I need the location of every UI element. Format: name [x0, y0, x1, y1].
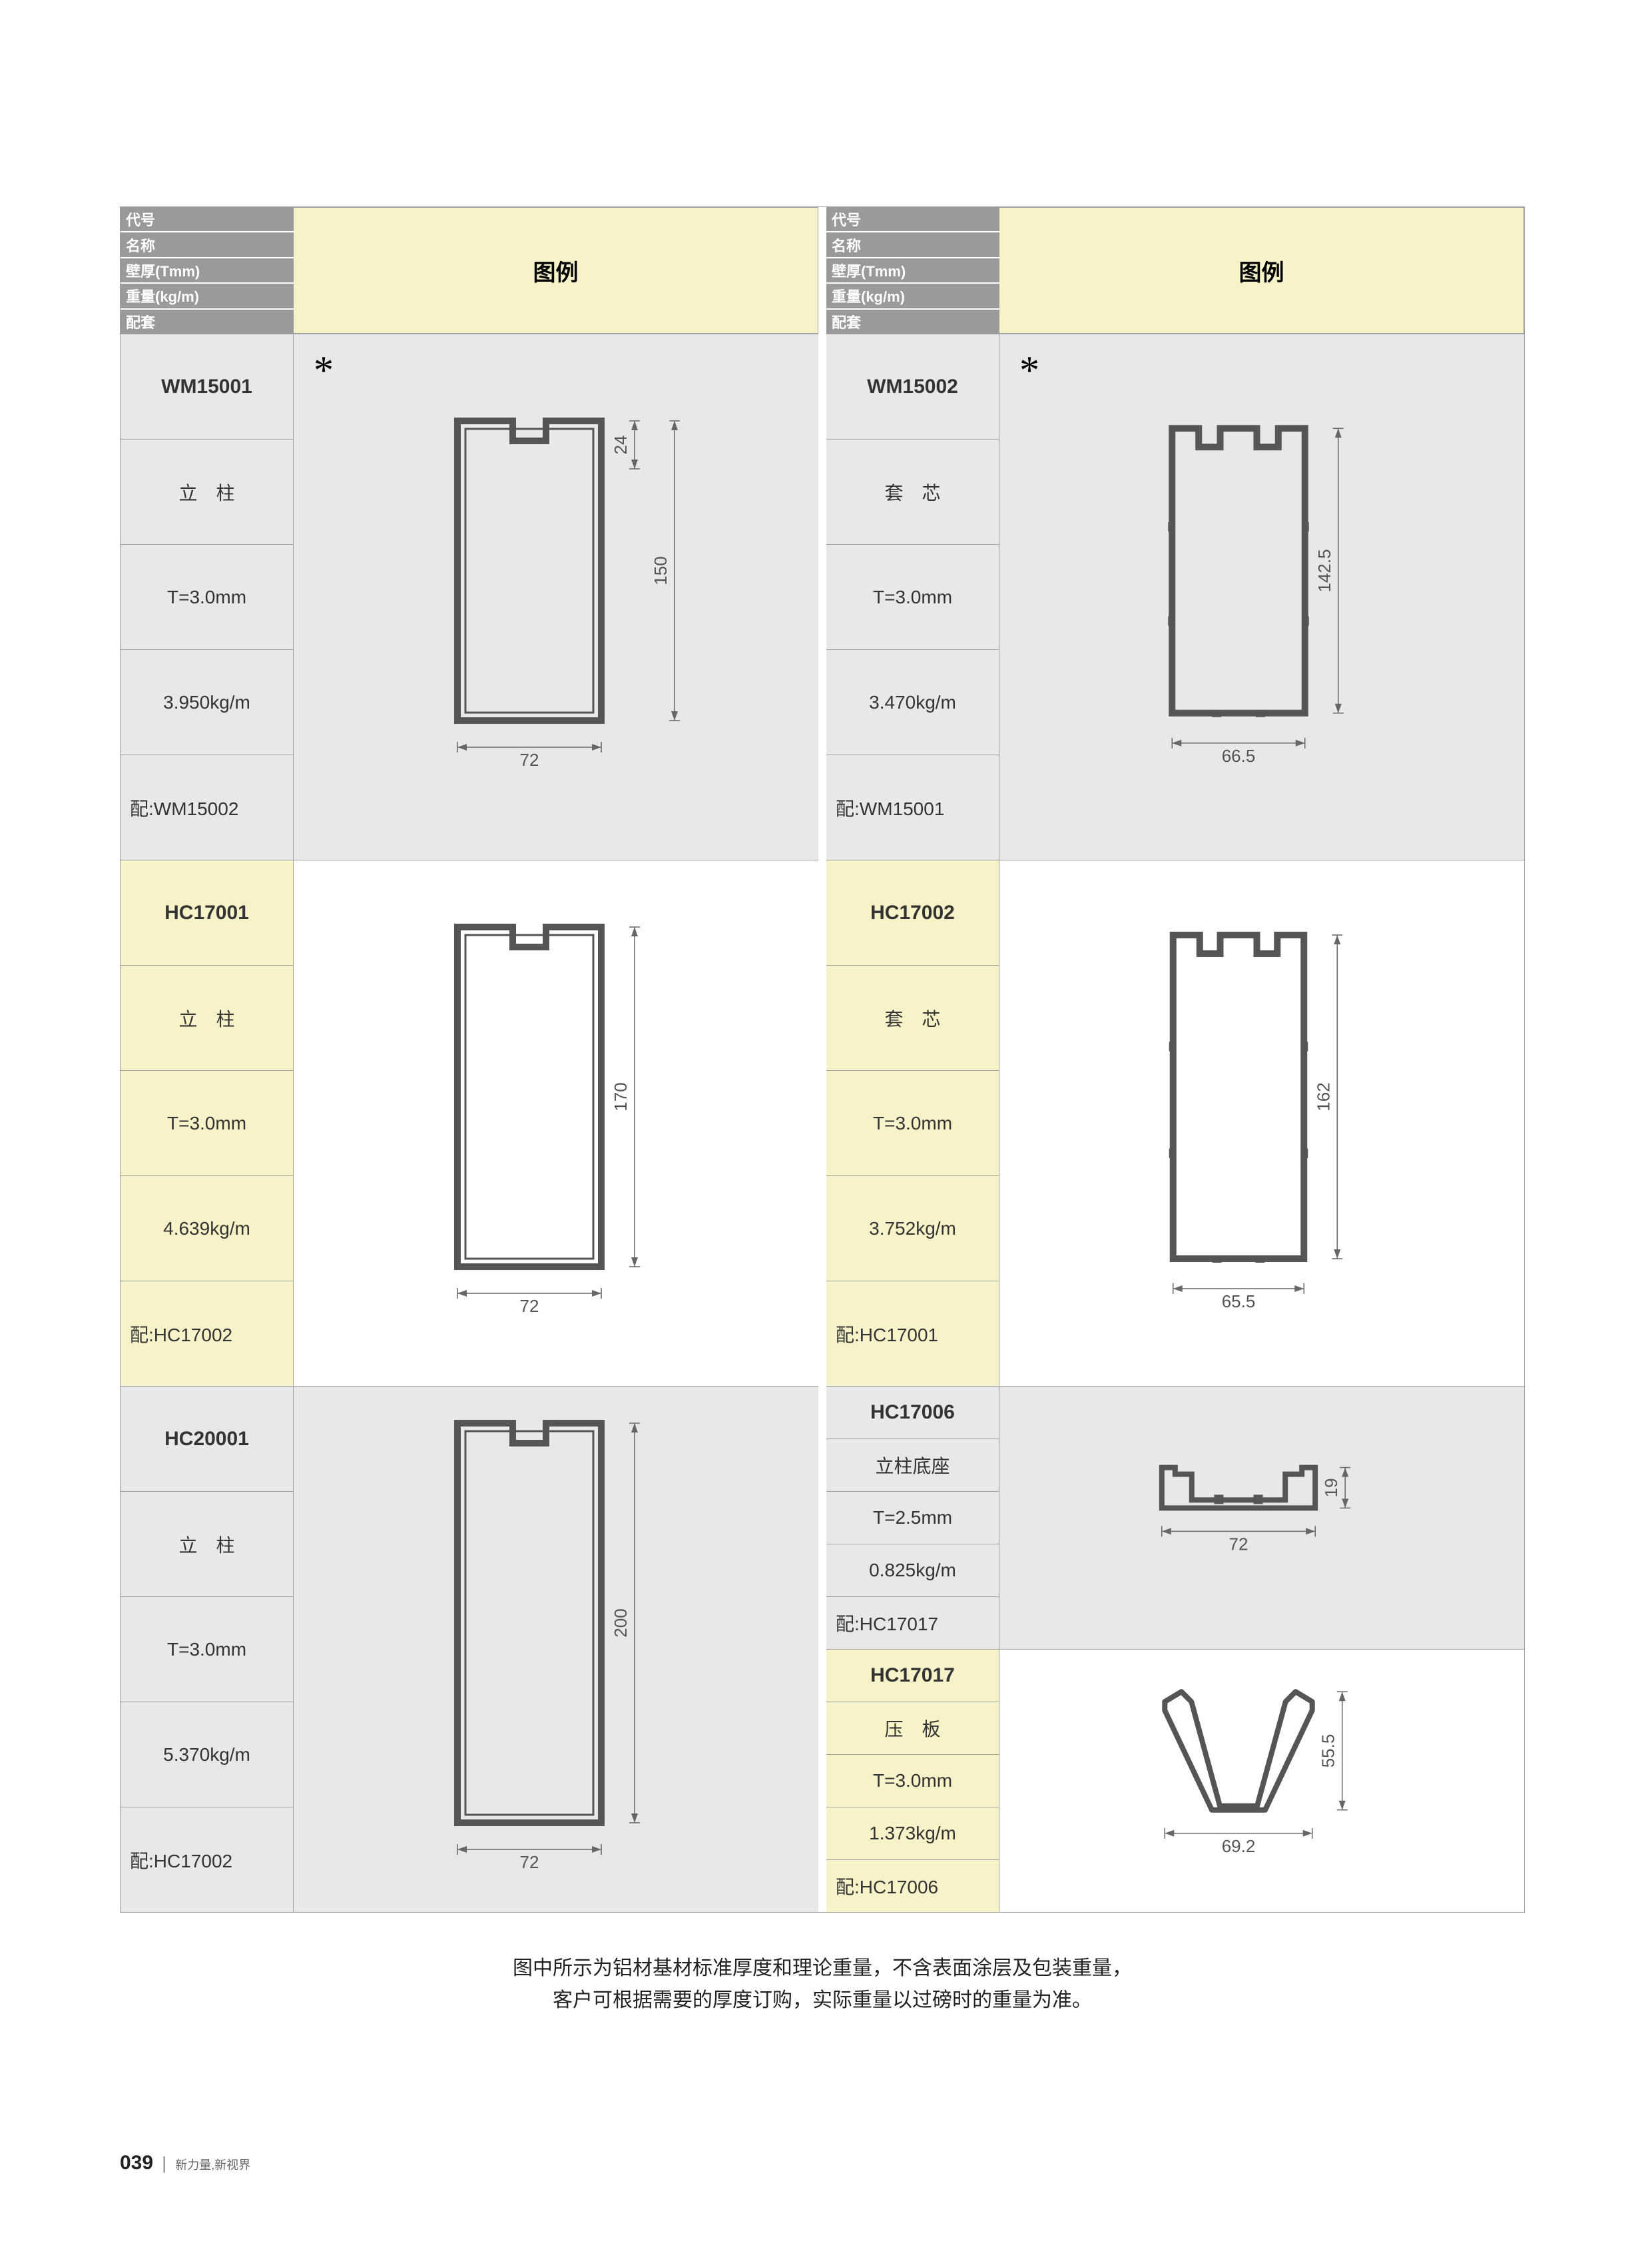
footnote: 图中所示为铝材基材标准厚度和理论重量，不含表面涂层及包装重量， 客户可根据需要的…	[120, 1953, 1525, 2017]
product-row: HC17001立 柱T=3.0mm4.639kg/m配:HC17002 72 1…	[121, 860, 818, 1386]
product-thickness: T=2.5mm	[826, 1492, 999, 1544]
star-icon: *	[314, 348, 334, 394]
profile-diagram: 72 170	[294, 860, 818, 1386]
product-weight: 1.373kg/m	[826, 1807, 999, 1860]
product-thickness: T=3.0mm	[826, 1755, 999, 1807]
product-code: HC17017	[826, 1650, 999, 1702]
svg-text:162: 162	[1313, 1082, 1333, 1111]
star-icon: *	[1019, 348, 1039, 394]
spec-column: HC17006立柱底座T=2.5mm0.825kg/m配:HC17017	[826, 1387, 999, 1649]
product-thickness: T=3.0mm	[826, 545, 999, 650]
product-row: HC17006立柱底座T=2.5mm0.825kg/m配:HC17017 72 …	[826, 1386, 1524, 1649]
page-number: 039	[120, 2152, 153, 2174]
svg-text:142.5: 142.5	[1314, 549, 1334, 592]
product-row: WM15002套 芯T=3.0mm3.470kg/m配:WM15001 66.5…	[826, 334, 1524, 860]
product-thickness: T=3.0mm	[826, 1071, 999, 1176]
spec-column: HC17002套 芯T=3.0mm3.752kg/m配:HC17001	[826, 860, 999, 1386]
product-code: WM15001	[121, 334, 293, 440]
profile-diagram: 65.5 162	[999, 860, 1524, 1386]
product-mate: 配:HC17001	[826, 1281, 999, 1386]
svg-text:19: 19	[1321, 1478, 1341, 1498]
product-name: 立 柱	[121, 966, 293, 1071]
profile-diagram: 66.5 142.5 *	[999, 334, 1524, 860]
product-thickness: T=3.0mm	[121, 1071, 293, 1176]
profile-diagram: 72 24 150 *	[294, 334, 818, 860]
svg-text:200: 200	[611, 1608, 631, 1637]
product-name: 压 板	[826, 1702, 999, 1755]
product-weight: 3.470kg/m	[826, 650, 999, 755]
header-legend: 图例	[999, 207, 1524, 334]
svg-text:65.5: 65.5	[1222, 1291, 1256, 1311]
product-name: 立柱底座	[826, 1439, 999, 1492]
svg-text:24: 24	[611, 435, 631, 454]
product-thickness: T=3.0mm	[121, 1597, 293, 1702]
product-weight: 5.370kg/m	[121, 1702, 293, 1807]
product-mate: 配:WM15002	[121, 755, 293, 860]
profile-diagram: 72 19	[999, 1387, 1524, 1649]
column-header: 代号名称壁厚(Tmm)重量(kg/m)配套图例	[121, 207, 818, 334]
svg-text:66.5: 66.5	[1222, 745, 1256, 765]
header-label: 名称	[121, 232, 294, 258]
page-tag: 新力量,新视界	[175, 2158, 250, 2172]
product-mate: 配:WM15001	[826, 755, 999, 860]
product-row: HC17002套 芯T=3.0mm3.752kg/m配:HC17001 65.5…	[826, 860, 1524, 1386]
header-label: 名称	[826, 232, 999, 258]
spec-column: WM15002套 芯T=3.0mm3.470kg/m配:WM15001	[826, 334, 999, 860]
product-weight: 4.639kg/m	[121, 1176, 293, 1281]
svg-text:72: 72	[520, 1852, 539, 1872]
product-thickness: T=3.0mm	[121, 545, 293, 650]
header-label: 重量(kg/m)	[826, 284, 999, 309]
svg-text:72: 72	[520, 1296, 539, 1316]
product-name: 立 柱	[121, 1492, 293, 1597]
product-weight: 3.950kg/m	[121, 650, 293, 755]
svg-text:150: 150	[651, 556, 671, 585]
header-label: 配套	[826, 310, 999, 334]
profile-diagram: 72 200	[294, 1387, 818, 1912]
product-row: WM15001立 柱T=3.0mm3.950kg/m配:WM15002 72 2…	[121, 334, 818, 860]
catalog-table: 代号名称壁厚(Tmm)重量(kg/m)配套图例WM15001立 柱T=3.0mm…	[120, 206, 1525, 1913]
profile-diagram: 69.2 55.5	[999, 1650, 1524, 1912]
spec-column: HC17017压 板T=3.0mm1.373kg/m配:HC17006	[826, 1650, 999, 1912]
product-weight: 0.825kg/m	[826, 1544, 999, 1597]
product-row: HC20001立 柱T=3.0mm5.370kg/m配:HC17002 72 2…	[121, 1386, 818, 1912]
product-mate: 配:HC17002	[121, 1281, 293, 1386]
header-legend: 图例	[294, 207, 818, 334]
column-header: 代号名称壁厚(Tmm)重量(kg/m)配套图例	[826, 207, 1524, 334]
footnote-line2: 客户可根据需要的厚度订购，实际重量以过磅时的重量为准。	[120, 1985, 1525, 2017]
catalog-column-left: 代号名称壁厚(Tmm)重量(kg/m)配套图例WM15001立 柱T=3.0mm…	[121, 207, 818, 1912]
svg-text:170: 170	[611, 1082, 631, 1111]
product-code: HC17006	[826, 1387, 999, 1439]
product-code: HC17002	[826, 860, 999, 966]
product-weight: 3.752kg/m	[826, 1176, 999, 1281]
header-label: 代号	[121, 207, 294, 232]
header-label: 配套	[121, 310, 294, 334]
header-labels: 代号名称壁厚(Tmm)重量(kg/m)配套	[121, 207, 294, 334]
header-label: 重量(kg/m)	[121, 284, 294, 309]
product-name: 立 柱	[121, 440, 293, 545]
product-code: HC17001	[121, 860, 293, 966]
svg-text:69.2: 69.2	[1222, 1836, 1256, 1856]
product-mate: 配:HC17006	[826, 1860, 999, 1912]
svg-text:72: 72	[520, 750, 539, 770]
product-row: HC17017压 板T=3.0mm1.373kg/m配:HC17006 69.2…	[826, 1649, 1524, 1912]
product-code: WM15002	[826, 334, 999, 440]
header-label: 壁厚(Tmm)	[826, 258, 999, 284]
product-name: 套 芯	[826, 966, 999, 1071]
spec-column: WM15001立 柱T=3.0mm3.950kg/m配:WM15002	[121, 334, 294, 860]
catalog-column-right: 代号名称壁厚(Tmm)重量(kg/m)配套图例WM15002套 芯T=3.0mm…	[826, 207, 1524, 1912]
footer-separator: |	[162, 2153, 166, 2173]
spec-column: HC20001立 柱T=3.0mm5.370kg/m配:HC17002	[121, 1387, 294, 1912]
header-label: 代号	[826, 207, 999, 232]
product-code: HC20001	[121, 1387, 293, 1492]
product-mate: 配:HC17017	[826, 1597, 999, 1649]
svg-text:55.5: 55.5	[1318, 1734, 1338, 1768]
product-mate: 配:HC17002	[121, 1807, 293, 1912]
spec-column: HC17001立 柱T=3.0mm4.639kg/m配:HC17002	[121, 860, 294, 1386]
header-labels: 代号名称壁厚(Tmm)重量(kg/m)配套	[826, 207, 999, 334]
page-footer: 039 | 新力量,新视界	[120, 2152, 250, 2174]
svg-text:72: 72	[1229, 1534, 1248, 1554]
header-label: 壁厚(Tmm)	[121, 258, 294, 284]
footnote-line1: 图中所示为铝材基材标准厚度和理论重量，不含表面涂层及包装重量，	[120, 1953, 1525, 1985]
product-name: 套 芯	[826, 440, 999, 545]
